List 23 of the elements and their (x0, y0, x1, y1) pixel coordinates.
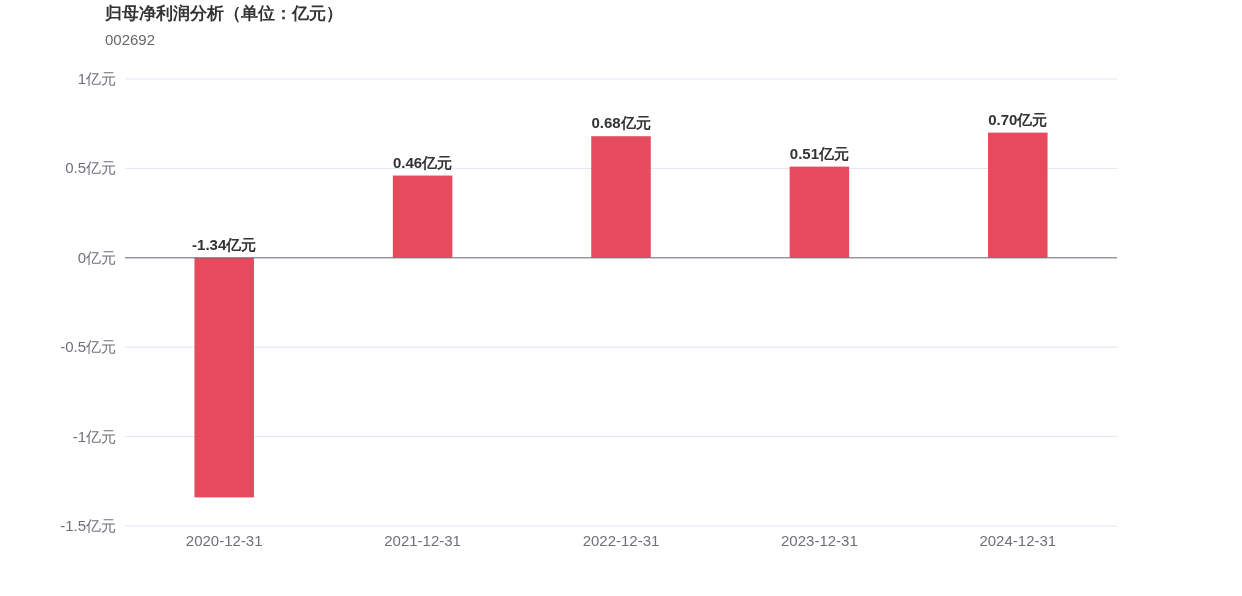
chart-subtitle: 002692 (105, 31, 156, 48)
bar (591, 136, 651, 258)
chart-title: 归母净利润分析（单位：亿元） (104, 4, 343, 23)
y-tick-label: -1.5亿元 (60, 517, 116, 534)
x-tick-label: 2022-12-31 (582, 532, 660, 549)
data-label: 0.46亿元 (393, 153, 453, 171)
x-tick-label: 2023-12-31 (781, 532, 858, 549)
x-tick-label: 2024-12-31 (979, 532, 1057, 549)
x-tick-label: 2021-12-31 (384, 532, 461, 549)
data-label: 0.51亿元 (789, 144, 849, 162)
bar (392, 175, 453, 258)
data-label: -1.34亿元 (192, 235, 257, 253)
y-tick-label: 0亿元 (77, 248, 116, 266)
y-tick-label: -0.5亿元 (60, 338, 116, 356)
bar (789, 166, 850, 258)
y-tick-label: 1亿元 (77, 70, 116, 87)
data-label: 0.68亿元 (591, 114, 651, 132)
y-tick-label: -1亿元 (72, 427, 116, 445)
data-label: 0.70亿元 (988, 110, 1048, 128)
x-tick-label: 2020-12-31 (185, 532, 263, 549)
bar (194, 257, 254, 498)
bar (988, 132, 1048, 258)
y-tick-label: 0.5亿元 (65, 159, 116, 177)
